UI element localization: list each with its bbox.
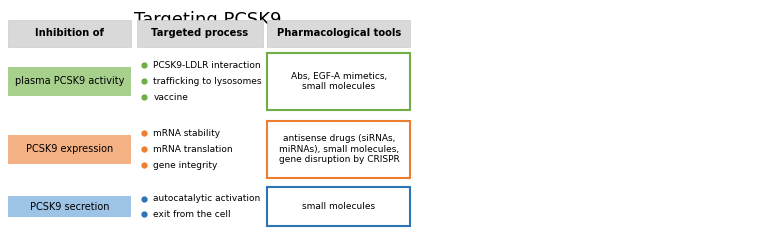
Text: small molecules: small molecules — [302, 202, 376, 211]
Text: vaccine: vaccine — [153, 93, 188, 102]
Text: Targeting PCSK9: Targeting PCSK9 — [133, 11, 281, 29]
Text: exit from the cell: exit from the cell — [153, 210, 231, 219]
Bar — [137, 20, 264, 47]
Text: PCSK9 secretion: PCSK9 secretion — [29, 201, 109, 212]
Bar — [9, 135, 131, 164]
Text: Targeted process: Targeted process — [151, 28, 249, 38]
Text: Pharmacological tools: Pharmacological tools — [277, 28, 401, 38]
Bar — [9, 67, 131, 96]
Bar — [9, 196, 131, 217]
Text: Inhibition of: Inhibition of — [35, 28, 104, 38]
Text: antisense drugs (siRNAs,
miRNAs), small molecules,
gene disruption by CRISPR: antisense drugs (siRNAs, miRNAs), small … — [278, 134, 399, 164]
Text: plasma PCSK9 activity: plasma PCSK9 activity — [15, 76, 124, 86]
Text: trafficking to lysosomes: trafficking to lysosomes — [153, 77, 262, 86]
Text: mRNA translation: mRNA translation — [153, 145, 233, 154]
Bar — [267, 53, 411, 110]
Text: gene integrity: gene integrity — [153, 161, 218, 170]
Bar — [267, 121, 411, 178]
Text: autocatalytic activation: autocatalytic activation — [153, 194, 260, 203]
Bar — [9, 20, 131, 47]
Text: Abs, EGF-A mimetics,
small molecules: Abs, EGF-A mimetics, small molecules — [291, 72, 387, 91]
Text: PCSK9-LDLR interaction: PCSK9-LDLR interaction — [153, 61, 261, 70]
Bar — [267, 187, 411, 226]
Text: mRNA stability: mRNA stability — [153, 129, 221, 138]
Bar — [267, 20, 411, 47]
Text: PCSK9 expression: PCSK9 expression — [26, 144, 113, 154]
